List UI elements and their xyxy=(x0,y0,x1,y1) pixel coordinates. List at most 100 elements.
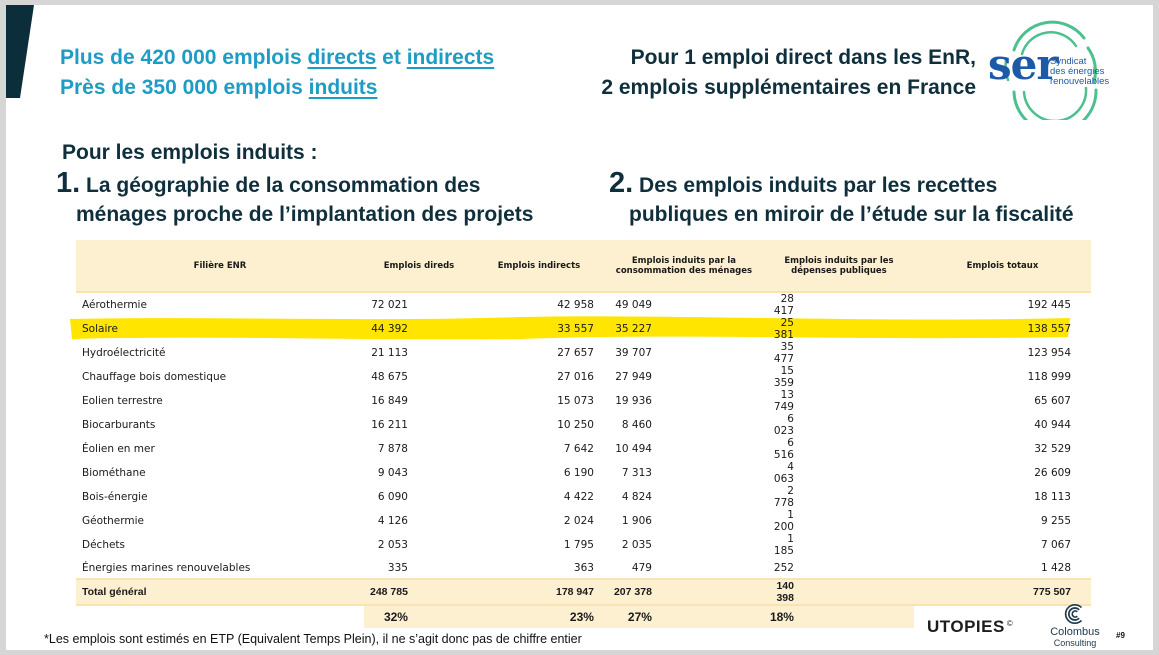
point-text: Des emplois induits par les recettes xyxy=(639,174,998,197)
cell-value: 4 063 xyxy=(773,461,794,485)
row-label: Bois-énergie xyxy=(82,491,148,503)
point-text: publiques en miroir de l’étude sur la fi… xyxy=(629,203,1074,226)
cell-value: 6 090 xyxy=(377,491,408,503)
cell-value: 2 778 xyxy=(773,485,794,509)
headline-text: Plus de 420 000 emplois xyxy=(60,46,308,69)
cell-value: 2 024 xyxy=(563,515,594,527)
employment-table: Filière ENR Emplois direds Emplois indir… xyxy=(76,240,1091,628)
share-value: 18% xyxy=(763,605,914,628)
cell-value: 192 445 xyxy=(1027,299,1071,311)
cell-value: 9 255 xyxy=(1040,515,1071,527)
cell-value: 4 824 xyxy=(621,491,652,503)
point-text: ménages proche de l’implantation des pro… xyxy=(76,203,534,226)
headline-text: Près de 350 000 emplois xyxy=(60,76,309,99)
cell-value: 16 211 xyxy=(371,419,408,431)
cell-value: 15 073 xyxy=(557,395,594,407)
table-row: Aérothermie 72 021 42 958 49 049 28 417 192 4… xyxy=(76,292,1091,317)
point-2: 2. Des emplois induits par les recettes … xyxy=(609,169,1074,229)
headline-right: Pour 1 emploi direct dans les EnR, 2 emp… xyxy=(546,43,976,103)
ser-tagline: Syndicat des énergies renouvelables xyxy=(1050,57,1109,87)
cell-value: 6 023 xyxy=(773,413,794,437)
cell-value: 7 642 xyxy=(563,443,594,455)
point-number: 2. xyxy=(609,167,634,199)
cell-value: 32 529 xyxy=(1034,443,1071,455)
table-row: Chauffage bois domestique 48 675 27 016 27 … xyxy=(76,365,1091,389)
page-number: #9 xyxy=(1116,631,1125,640)
cell-value: 27 657 xyxy=(557,347,594,359)
header-induits-consommation: Emplois induits par la consommation des … xyxy=(603,240,764,293)
indirects-link[interactable]: indirects xyxy=(406,46,495,69)
colombus-logo: Colombus Consulting xyxy=(1036,602,1114,648)
headline-text: et xyxy=(376,46,407,69)
directs-link[interactable]: directs xyxy=(307,46,377,69)
ser-tagline-line: Syndicat xyxy=(1050,56,1087,67)
share-value: 23% xyxy=(473,605,604,628)
cell-value: 1 906 xyxy=(621,515,652,527)
induits-link[interactable]: induits xyxy=(308,76,378,99)
row-label: Biométhane xyxy=(82,467,146,479)
table-row: Biométhane 9 043 6 190 7 313 4 063 26 609 xyxy=(76,461,1091,485)
highlight-marker xyxy=(70,316,1070,340)
cell-value: 39 707 xyxy=(615,347,652,359)
cell-value: 25 381 xyxy=(773,317,794,341)
share-row: 32% 23% 27% 18% xyxy=(76,605,1091,628)
cell-value: 363 xyxy=(573,561,594,574)
row-label: Aérothermie xyxy=(82,299,147,311)
cell-value: 4 126 xyxy=(377,515,408,527)
empty-cell xyxy=(76,605,364,628)
total-value: 140 398 xyxy=(763,578,914,606)
table-row: Géothermie 4 126 2 024 1 906 1 200 9 255 xyxy=(76,509,1091,533)
point-number: 1. xyxy=(56,167,81,199)
colombus-sub: Consulting xyxy=(1053,638,1097,648)
cell-value: 48 675 xyxy=(371,371,408,383)
cell-value: 28 417 xyxy=(773,293,794,317)
cell-value: 10 494 xyxy=(615,443,652,455)
table-row: Énergies marines renouvelables 335 363 479 2… xyxy=(76,557,1091,579)
cell-value: 9 043 xyxy=(377,467,408,479)
table-row: Hydroélectricité 21 113 27 657 39 707 35 477… xyxy=(76,341,1091,365)
cell-value: 4 422 xyxy=(563,491,594,503)
total-row: Total général 248 785 178 947 207 378 140 39… xyxy=(76,578,1091,606)
cell-value: 8 460 xyxy=(621,419,652,431)
header-directs: Emplois direds xyxy=(363,240,474,293)
headline-right-line-2: 2 emplois supplémentaires en France xyxy=(601,76,976,99)
table-header-row: Filière ENR Emplois direds Emplois indir… xyxy=(76,240,1091,293)
cell-value: 65 607 xyxy=(1034,395,1071,407)
total-value: 248 785 xyxy=(363,578,474,606)
cell-value: 7 878 xyxy=(377,443,408,455)
cell-value: 123 954 xyxy=(1027,347,1071,359)
table-row: Éolien en mer 7 878 7 642 10 494 6 516 32 529 xyxy=(76,437,1091,461)
table-row: Déchets 2 053 1 795 2 035 1 185 7 067 xyxy=(76,533,1091,557)
cell-value: 2 035 xyxy=(621,539,652,551)
cell-value: 1 200 xyxy=(773,509,794,533)
cell-value: 10 250 xyxy=(557,419,594,431)
row-label: Éolien en mer xyxy=(82,443,155,455)
cell-value: 21 113 xyxy=(371,347,408,359)
row-label: Énergies marines renouvelables xyxy=(82,561,251,574)
ser-rings-icon xyxy=(1004,20,1098,120)
ser-tagline-line: renouvelables xyxy=(1050,76,1110,87)
header-filiere: Filière ENR xyxy=(76,240,364,293)
header-induits-depenses: Emplois induits par les dépenses publiqu… xyxy=(763,240,914,293)
cell-value: 26 609 xyxy=(1034,467,1071,479)
row-label: Hydroélectricité xyxy=(82,347,166,359)
point-1: 1. La géographie de la consommation des … xyxy=(56,169,533,229)
cell-value: 72 021 xyxy=(371,299,408,311)
point-text: La géographie de la consommation des xyxy=(86,174,481,197)
header-indirects: Emplois indirects xyxy=(473,240,604,293)
cell-value: 19 936 xyxy=(615,395,652,407)
cell-value: 1 795 xyxy=(563,539,594,551)
cell-value: 6 516 xyxy=(773,437,794,461)
cell-value: 49 049 xyxy=(615,299,652,311)
headline-line-1: Plus de 420 000 emplois directs et indir… xyxy=(60,43,494,73)
headline-right-line-1: Pour 1 emploi direct dans les EnR, xyxy=(630,46,976,69)
cell-value: 7 313 xyxy=(621,467,652,479)
total-label: Total général xyxy=(76,578,364,606)
headline-line-2: Près de 350 000 emplois induits xyxy=(60,73,494,103)
cell-value: 27 949 xyxy=(615,371,652,383)
share-value: 32% xyxy=(363,605,474,628)
row-label: Eolien terrestre xyxy=(82,395,163,407)
row-label: Géothermie xyxy=(82,515,144,527)
cell-value: 15 359 xyxy=(773,365,794,389)
share-value: 27% xyxy=(603,605,764,628)
